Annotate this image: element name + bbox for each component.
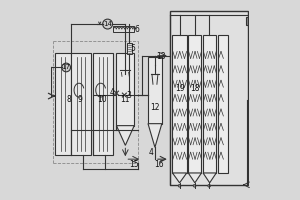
Polygon shape — [116, 126, 134, 145]
Text: 11: 11 — [121, 96, 130, 104]
Bar — [71, 53, 91, 155]
Text: 3: 3 — [127, 91, 132, 100]
Polygon shape — [148, 124, 162, 147]
Bar — [148, 57, 162, 124]
Bar — [188, 35, 202, 173]
Bar — [246, 17, 248, 25]
Text: 9: 9 — [77, 96, 83, 104]
Polygon shape — [203, 173, 216, 183]
Circle shape — [178, 184, 181, 187]
Circle shape — [103, 19, 112, 29]
Text: 13: 13 — [156, 52, 166, 61]
Polygon shape — [188, 173, 202, 183]
Text: 8: 8 — [67, 96, 71, 104]
Text: 14: 14 — [103, 21, 112, 27]
Bar — [203, 35, 216, 173]
Bar — [116, 53, 134, 126]
Polygon shape — [172, 173, 187, 183]
Text: 12: 12 — [150, 103, 160, 112]
Text: 5: 5 — [131, 44, 136, 53]
Circle shape — [208, 184, 211, 187]
Text: 6: 6 — [134, 25, 139, 34]
Circle shape — [62, 63, 70, 72]
Circle shape — [193, 184, 196, 187]
Text: 4: 4 — [148, 148, 153, 157]
Bar — [55, 53, 71, 155]
Text: 4: 4 — [110, 88, 115, 97]
Bar — [170, 11, 248, 185]
Text: 10: 10 — [97, 96, 106, 104]
Bar — [93, 53, 112, 155]
Bar — [218, 35, 228, 173]
Text: 18: 18 — [190, 84, 199, 93]
Text: 17: 17 — [62, 64, 71, 70]
Text: 19: 19 — [175, 84, 184, 93]
Bar — [172, 35, 187, 173]
Bar — [127, 43, 132, 54]
Text: 15: 15 — [129, 160, 139, 169]
Text: 16: 16 — [154, 160, 164, 169]
Bar — [112, 26, 134, 32]
